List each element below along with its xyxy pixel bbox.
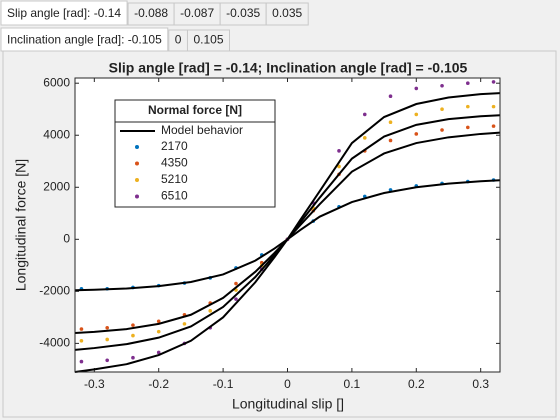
data-point [491,80,496,84]
x-tick-label: -0.2 [148,377,169,391]
data-point [440,84,444,88]
tab[interactable] [186,29,230,52]
tab-label[interactable]: Inclination angle [rad]: -0.105 [7,33,162,47]
data-point [440,128,444,132]
legend-swatch [135,145,139,149]
legend-label: Model behavior [161,123,243,137]
data-point [79,327,84,331]
legend-label: 6510 [161,189,188,203]
y-axis-label: Longitudinal force [N] [13,159,29,291]
data-point [156,350,161,355]
chart-title: Slip angle [rad] = -0.14; Inclination an… [109,60,468,76]
x-tick-label: -0.3 [84,377,105,391]
legend-swatch [135,194,139,199]
data-point [414,132,419,136]
y-tick-label: 2000 [43,179,70,193]
data-point [466,104,470,109]
data-point [105,325,109,330]
data-point [234,281,238,286]
legend-swatch [135,178,139,182]
data-point [79,359,84,364]
data-point [131,333,135,338]
x-tick-label: 0.1 [344,377,361,391]
x-tick-label: 0.3 [472,377,489,391]
tab[interactable] [0,0,128,26]
tab-label[interactable]: -0.035 [226,6,260,20]
legend-label: 4350 [161,156,188,170]
tab-label[interactable]: -0.088 [134,6,168,20]
y-tick-label: 4000 [43,127,70,141]
data-point [388,138,393,143]
data-point [182,322,187,326]
tab-label[interactable]: 0 [175,33,182,47]
tab-label[interactable]: 0.105 [193,33,223,47]
x-axis-label: Longitudinal slip [] [232,396,344,412]
data-point [131,323,135,327]
data-point [362,136,367,140]
data-point [414,86,419,91]
data-point [337,164,341,169]
x-tick-label: 0 [284,377,291,391]
legend-label: 5210 [161,172,188,186]
y-tick-label: 6000 [43,75,70,89]
tab-label[interactable]: Slip angle [rad]: -0.14 [7,6,121,20]
data-point [105,337,109,342]
data-point [337,149,341,153]
data-point [234,297,238,301]
data-point [156,319,161,324]
data-point [362,112,367,117]
data-point [466,125,470,130]
y-tick-label: -2000 [39,284,70,298]
tab-label[interactable]: 0.035 [272,6,302,20]
tab[interactable] [0,27,169,52]
x-tick-label: -0.1 [213,377,234,391]
data-point [156,329,161,334]
data-point [131,355,135,360]
data-point [491,124,496,128]
data-point [79,338,84,343]
x-tick-label: 0.2 [408,377,425,391]
data-point [440,107,444,112]
y-tick-label: -4000 [39,336,70,350]
legend-swatch [135,161,139,166]
y-tick-label: 0 [63,231,70,245]
data-point [414,112,419,117]
axes-frame [74,77,501,373]
data-point [388,94,393,99]
data-point [208,309,213,313]
legend-label: 2170 [161,139,188,153]
data-point [491,104,496,109]
tab-label[interactable]: -0.087 [180,6,214,20]
legend-box [114,99,276,208]
model-curve [74,92,501,373]
data-point [388,120,393,125]
legend-title: Normal force [N] [148,103,242,117]
data-point [105,358,109,363]
data-point [466,81,470,86]
tab[interactable] [265,2,309,26]
